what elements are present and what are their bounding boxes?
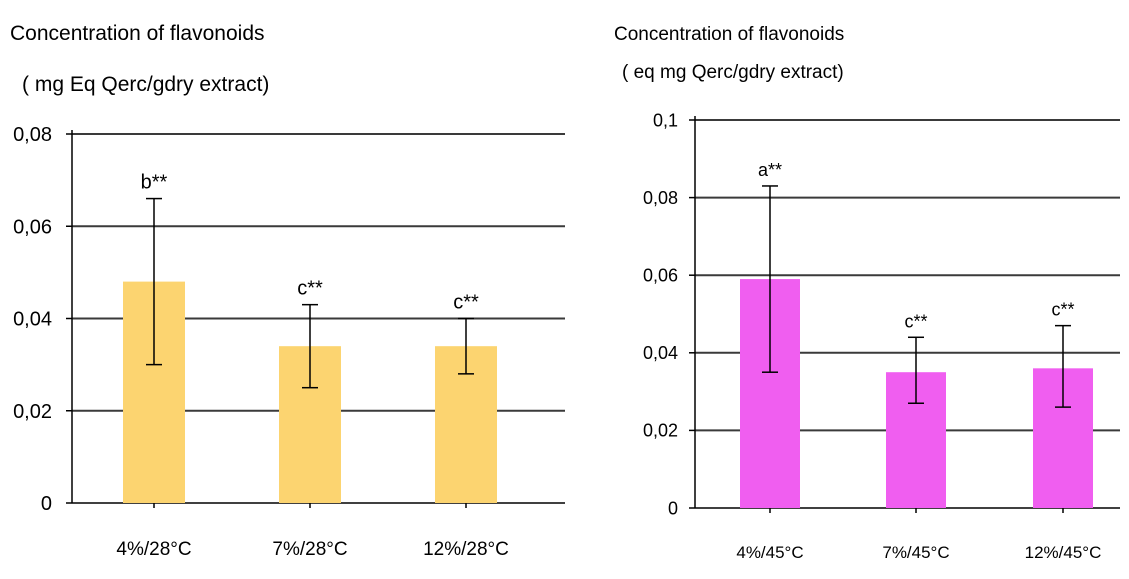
y-tick-label: 0,02 — [13, 401, 52, 423]
chart-right-title: Concentration of flavonoids — [614, 24, 844, 45]
category-label: 7%/28°C — [272, 539, 347, 560]
y-tick-label: 0,06 — [643, 266, 678, 286]
significance-label: c** — [297, 278, 323, 300]
significance-label: c** — [1051, 300, 1074, 320]
category-label: 7%/45°C — [882, 543, 949, 562]
significance-label: a** — [758, 160, 782, 180]
category-label: 12%/45°C — [1025, 543, 1102, 562]
significance-label: c** — [904, 311, 927, 331]
significance-label: b** — [141, 172, 168, 194]
y-tick-label: 0,06 — [13, 216, 52, 238]
chart-left-title: Concentration of flavonoids — [10, 22, 265, 45]
y-tick-label: 0 — [41, 493, 52, 515]
y-tick-label: 0,02 — [643, 421, 678, 441]
y-tick-label: 0,04 — [643, 343, 678, 363]
significance-label: c** — [453, 292, 479, 314]
category-label: 4%/28°C — [116, 539, 191, 560]
y-tick-label: 0,1 — [653, 110, 678, 130]
y-tick-label: 0 — [668, 498, 678, 518]
y-tick-label: 0,04 — [13, 309, 52, 331]
chart-right: Concentration of flavonoids ( eq mg Qerc… — [614, 24, 1120, 562]
category-label: 4%/45°C — [736, 543, 803, 562]
chart-left-subtitle: ( mg Eq Qerc/gdry extract) — [22, 73, 269, 96]
y-tick-label: 0,08 — [643, 188, 678, 208]
chart-left: Concentration of flavonoids ( mg Eq Qerc… — [10, 22, 565, 560]
chart-right-subtitle: ( eq mg Qerc/gdry extract) — [622, 62, 844, 83]
category-label: 12%/28°C — [423, 539, 509, 560]
y-tick-label: 0,08 — [13, 124, 52, 146]
